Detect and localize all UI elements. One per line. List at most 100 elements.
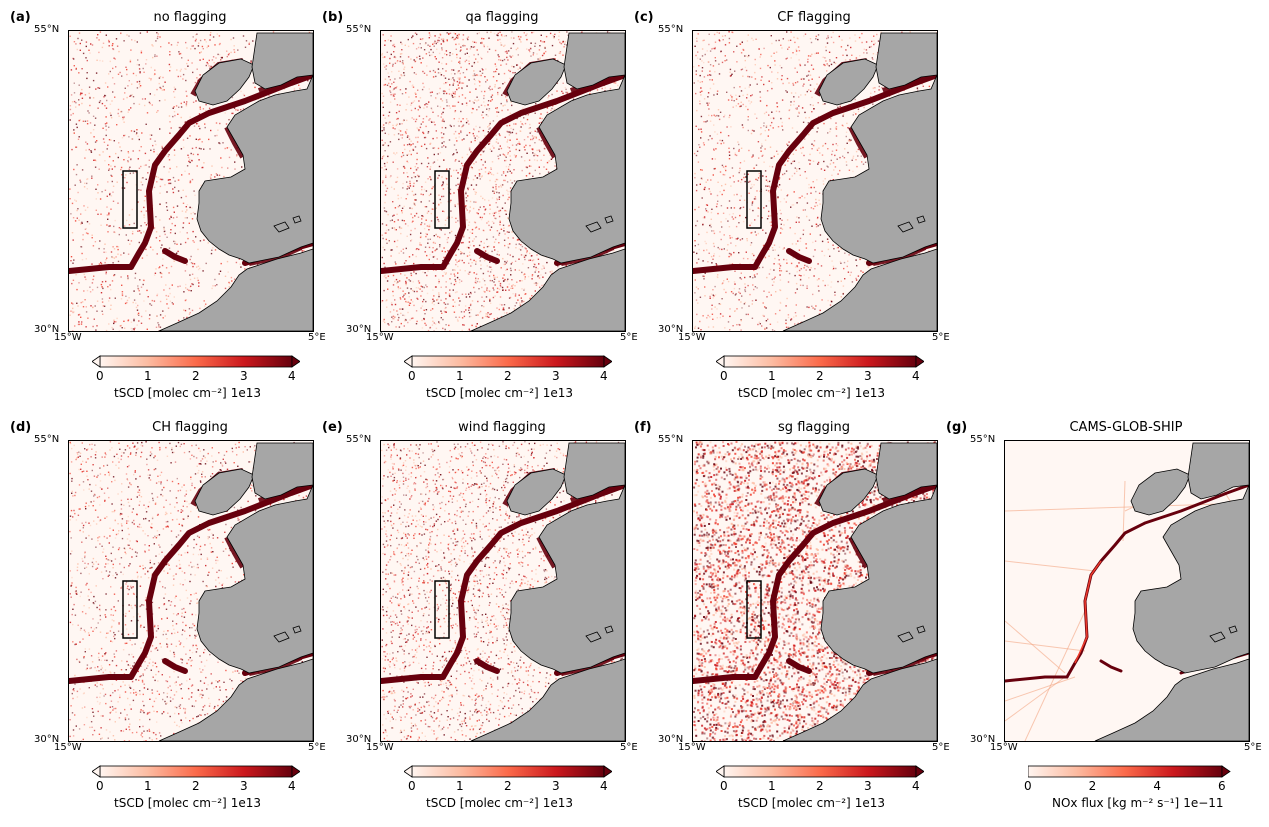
noise-pixel	[244, 46, 247, 48]
noise-pixel	[192, 283, 194, 286]
noise-pixel	[413, 290, 416, 293]
noise-pixel	[536, 282, 539, 285]
noise-pixel	[472, 178, 475, 181]
noise-pixel	[452, 77, 454, 79]
noise-pixel	[71, 302, 73, 304]
noise-pixel	[384, 132, 386, 134]
noise-pixel	[111, 326, 113, 329]
noise-pixel	[525, 166, 527, 168]
noise-pixel	[237, 49, 239, 51]
noise-pixel	[455, 36, 458, 39]
noise-pixel	[127, 239, 130, 241]
noise-pixel	[430, 177, 432, 180]
noise-pixel	[96, 59, 98, 61]
noise-pixel	[250, 61, 252, 63]
noise-pixel	[449, 232, 451, 234]
noise-pixel	[499, 284, 502, 287]
noise-pixel	[382, 56, 384, 59]
noise-pixel	[461, 293, 464, 295]
noise-pixel	[198, 282, 200, 284]
noise-pixel	[434, 40, 437, 43]
noise-pixel	[415, 136, 417, 139]
noise-pixel	[440, 38, 443, 40]
noise-pixel	[234, 168, 236, 170]
noise-pixel	[432, 162, 434, 164]
noise-pixel	[474, 175, 476, 177]
noise-pixel	[387, 229, 390, 231]
noise-pixel	[123, 187, 126, 189]
noise-pixel	[131, 83, 133, 85]
noise-pixel	[539, 57, 541, 59]
noise-pixel	[503, 230, 505, 232]
noise-pixel	[78, 32, 81, 34]
noise-pixel	[564, 86, 566, 89]
noise-pixel	[109, 225, 111, 227]
noise-pixel	[394, 56, 397, 59]
noise-pixel	[507, 153, 509, 155]
noise-pixel	[440, 202, 442, 204]
noise-pixel	[538, 271, 540, 273]
noise-pixel	[172, 206, 175, 209]
noise-pixel	[453, 283, 456, 286]
noise-pixel	[493, 289, 495, 291]
noise-pixel	[433, 147, 436, 149]
noise-pixel	[400, 41, 402, 44]
noise-pixel	[384, 201, 386, 204]
noise-pixel	[225, 123, 228, 125]
noise-pixel	[384, 83, 387, 86]
noise-pixel	[442, 38, 445, 40]
noise-pixel	[170, 265, 173, 268]
noise-pixel	[433, 303, 435, 306]
noise-pixel	[488, 275, 491, 277]
noise-pixel	[220, 59, 222, 61]
noise-pixel	[162, 252, 164, 254]
noise-pixel	[416, 180, 418, 182]
noise-pixel	[195, 146, 197, 149]
noise-pixel	[194, 47, 196, 50]
noise-pixel	[400, 312, 402, 315]
noise-pixel	[78, 72, 80, 74]
noise-pixel	[400, 322, 402, 325]
noise-pixel	[454, 305, 457, 308]
noise-pixel	[469, 291, 472, 294]
noise-pixel	[411, 190, 414, 193]
noise-pixel	[499, 134, 501, 137]
noise-pixel	[104, 123, 107, 125]
noise-pixel	[401, 123, 403, 125]
noise-pixel	[473, 102, 475, 104]
noise-pixel	[203, 162, 205, 164]
noise-pixel	[535, 136, 537, 138]
noise-pixel	[463, 324, 465, 326]
noise-pixel	[184, 309, 187, 312]
noise-pixel	[232, 112, 234, 115]
noise-pixel	[159, 178, 162, 180]
noise-pixel	[426, 65, 428, 67]
noise-pixel	[230, 149, 232, 151]
noise-pixel	[506, 280, 509, 282]
noise-pixel	[473, 46, 476, 48]
noise-pixel	[515, 144, 518, 146]
noise-pixel	[130, 158, 132, 161]
noise-pixel	[482, 151, 485, 153]
noise-pixel	[438, 36, 440, 39]
noise-pixel	[396, 310, 398, 312]
noise-pixel	[233, 45, 235, 47]
noise-pixel	[447, 216, 449, 218]
noise-pixel	[387, 275, 390, 277]
noise-pixel	[465, 102, 468, 104]
noise-pixel	[81, 169, 84, 171]
noise-pixel	[112, 48, 115, 51]
noise-pixel	[523, 139, 526, 141]
noise-pixel	[204, 123, 206, 125]
noise-pixel	[81, 321, 83, 323]
noise-pixel	[88, 92, 90, 95]
noise-pixel	[495, 70, 497, 73]
noise-pixel	[488, 290, 491, 292]
noise-pixel	[432, 263, 435, 265]
noise-pixel	[508, 133, 511, 135]
noise-pixel	[503, 154, 506, 156]
noise-pixel	[438, 321, 440, 323]
noise-pixel	[117, 253, 119, 255]
noise-pixel	[496, 115, 498, 117]
noise-pixel	[173, 154, 176, 156]
